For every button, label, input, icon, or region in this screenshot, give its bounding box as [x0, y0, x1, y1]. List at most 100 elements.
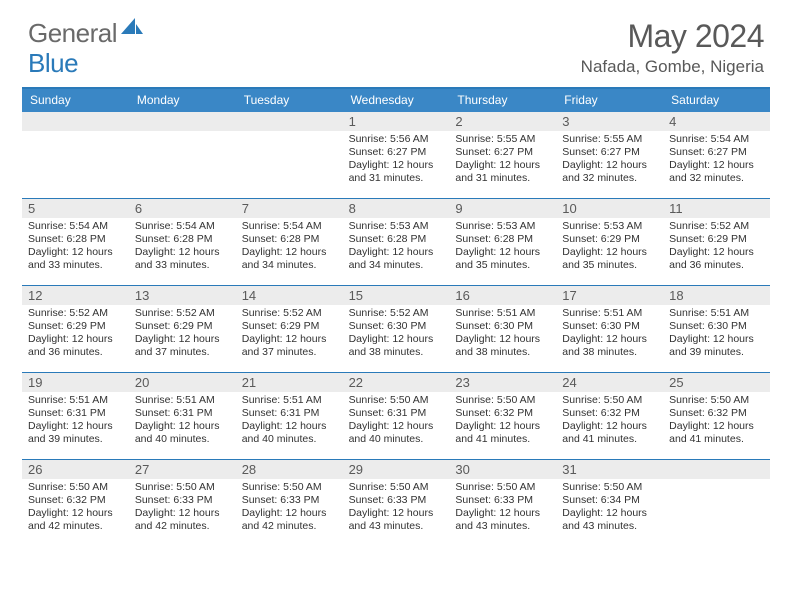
day-number: 24	[556, 373, 663, 392]
day-cell: 17Sunrise: 5:51 AMSunset: 6:30 PMDayligh…	[556, 286, 663, 372]
day-info: Sunrise: 5:51 AMSunset: 6:30 PMDaylight:…	[449, 305, 556, 364]
location-text: Nafada, Gombe, Nigeria	[581, 57, 764, 77]
logo-text-blue: Blue	[28, 48, 78, 78]
day-info: Sunrise: 5:50 AMSunset: 6:33 PMDaylight:…	[343, 479, 450, 538]
day-number	[129, 112, 236, 131]
day-info: Sunrise: 5:52 AMSunset: 6:29 PMDaylight:…	[22, 305, 129, 364]
day-cell: 23Sunrise: 5:50 AMSunset: 6:32 PMDayligh…	[449, 373, 556, 459]
day-number: 27	[129, 460, 236, 479]
day-cell: 12Sunrise: 5:52 AMSunset: 6:29 PMDayligh…	[22, 286, 129, 372]
weekday-sunday: Sunday	[22, 89, 129, 112]
day-cell: 11Sunrise: 5:52 AMSunset: 6:29 PMDayligh…	[663, 199, 770, 285]
day-number: 10	[556, 199, 663, 218]
day-info: Sunrise: 5:50 AMSunset: 6:31 PMDaylight:…	[343, 392, 450, 451]
weekday-header-row: SundayMondayTuesdayWednesdayThursdayFrid…	[22, 89, 770, 112]
day-number: 9	[449, 199, 556, 218]
header: General May 2024 Nafada, Gombe, Nigeria	[0, 0, 792, 83]
day-cell: 16Sunrise: 5:51 AMSunset: 6:30 PMDayligh…	[449, 286, 556, 372]
day-cell	[22, 112, 129, 198]
day-info: Sunrise: 5:53 AMSunset: 6:28 PMDaylight:…	[449, 218, 556, 277]
day-cell: 19Sunrise: 5:51 AMSunset: 6:31 PMDayligh…	[22, 373, 129, 459]
day-cell: 27Sunrise: 5:50 AMSunset: 6:33 PMDayligh…	[129, 460, 236, 546]
day-info: Sunrise: 5:52 AMSunset: 6:29 PMDaylight:…	[663, 218, 770, 277]
logo-blue-wrap: Blue	[28, 48, 78, 79]
day-number: 30	[449, 460, 556, 479]
day-info: Sunrise: 5:51 AMSunset: 6:30 PMDaylight:…	[663, 305, 770, 364]
day-info: Sunrise: 5:50 AMSunset: 6:33 PMDaylight:…	[236, 479, 343, 538]
logo: General	[28, 18, 145, 49]
day-number: 11	[663, 199, 770, 218]
day-info: Sunrise: 5:56 AMSunset: 6:27 PMDaylight:…	[343, 131, 450, 190]
day-number: 16	[449, 286, 556, 305]
day-info: Sunrise: 5:54 AMSunset: 6:28 PMDaylight:…	[236, 218, 343, 277]
day-number: 28	[236, 460, 343, 479]
day-info: Sunrise: 5:52 AMSunset: 6:30 PMDaylight:…	[343, 305, 450, 364]
day-number: 25	[663, 373, 770, 392]
day-number: 4	[663, 112, 770, 131]
day-cell: 26Sunrise: 5:50 AMSunset: 6:32 PMDayligh…	[22, 460, 129, 546]
day-number	[236, 112, 343, 131]
day-number	[22, 112, 129, 131]
month-title: May 2024	[581, 18, 764, 55]
day-cell: 25Sunrise: 5:50 AMSunset: 6:32 PMDayligh…	[663, 373, 770, 459]
day-info: Sunrise: 5:50 AMSunset: 6:32 PMDaylight:…	[663, 392, 770, 451]
day-cell: 8Sunrise: 5:53 AMSunset: 6:28 PMDaylight…	[343, 199, 450, 285]
day-cell	[129, 112, 236, 198]
day-number: 18	[663, 286, 770, 305]
day-cell: 21Sunrise: 5:51 AMSunset: 6:31 PMDayligh…	[236, 373, 343, 459]
week-row: 1Sunrise: 5:56 AMSunset: 6:27 PMDaylight…	[22, 112, 770, 198]
day-info: Sunrise: 5:54 AMSunset: 6:27 PMDaylight:…	[663, 131, 770, 190]
day-cell: 31Sunrise: 5:50 AMSunset: 6:34 PMDayligh…	[556, 460, 663, 546]
day-cell: 29Sunrise: 5:50 AMSunset: 6:33 PMDayligh…	[343, 460, 450, 546]
day-number: 6	[129, 199, 236, 218]
weekday-wednesday: Wednesday	[343, 89, 450, 112]
logo-text-general: General	[28, 18, 117, 49]
day-cell: 20Sunrise: 5:51 AMSunset: 6:31 PMDayligh…	[129, 373, 236, 459]
weekday-tuesday: Tuesday	[236, 89, 343, 112]
day-number: 8	[343, 199, 450, 218]
day-cell: 14Sunrise: 5:52 AMSunset: 6:29 PMDayligh…	[236, 286, 343, 372]
day-cell	[663, 460, 770, 546]
day-number: 29	[343, 460, 450, 479]
day-cell: 4Sunrise: 5:54 AMSunset: 6:27 PMDaylight…	[663, 112, 770, 198]
day-info: Sunrise: 5:55 AMSunset: 6:27 PMDaylight:…	[449, 131, 556, 190]
day-info: Sunrise: 5:50 AMSunset: 6:33 PMDaylight:…	[129, 479, 236, 538]
day-number: 22	[343, 373, 450, 392]
day-cell: 30Sunrise: 5:50 AMSunset: 6:33 PMDayligh…	[449, 460, 556, 546]
day-info: Sunrise: 5:50 AMSunset: 6:32 PMDaylight:…	[22, 479, 129, 538]
day-cell: 1Sunrise: 5:56 AMSunset: 6:27 PMDaylight…	[343, 112, 450, 198]
day-number: 26	[22, 460, 129, 479]
day-number: 31	[556, 460, 663, 479]
day-info: Sunrise: 5:52 AMSunset: 6:29 PMDaylight:…	[236, 305, 343, 364]
title-block: May 2024 Nafada, Gombe, Nigeria	[581, 18, 764, 77]
day-cell: 6Sunrise: 5:54 AMSunset: 6:28 PMDaylight…	[129, 199, 236, 285]
day-number: 1	[343, 112, 450, 131]
weekday-saturday: Saturday	[663, 89, 770, 112]
day-cell: 10Sunrise: 5:53 AMSunset: 6:29 PMDayligh…	[556, 199, 663, 285]
week-row: 5Sunrise: 5:54 AMSunset: 6:28 PMDaylight…	[22, 198, 770, 285]
day-info: Sunrise: 5:53 AMSunset: 6:29 PMDaylight:…	[556, 218, 663, 277]
day-info: Sunrise: 5:54 AMSunset: 6:28 PMDaylight:…	[129, 218, 236, 277]
day-number: 3	[556, 112, 663, 131]
day-info: Sunrise: 5:50 AMSunset: 6:34 PMDaylight:…	[556, 479, 663, 538]
day-info: Sunrise: 5:50 AMSunset: 6:32 PMDaylight:…	[556, 392, 663, 451]
day-number: 5	[22, 199, 129, 218]
day-cell: 28Sunrise: 5:50 AMSunset: 6:33 PMDayligh…	[236, 460, 343, 546]
day-info: Sunrise: 5:55 AMSunset: 6:27 PMDaylight:…	[556, 131, 663, 190]
day-info: Sunrise: 5:52 AMSunset: 6:29 PMDaylight:…	[129, 305, 236, 364]
day-info: Sunrise: 5:51 AMSunset: 6:31 PMDaylight:…	[22, 392, 129, 451]
day-number: 14	[236, 286, 343, 305]
day-cell: 18Sunrise: 5:51 AMSunset: 6:30 PMDayligh…	[663, 286, 770, 372]
day-info: Sunrise: 5:51 AMSunset: 6:30 PMDaylight:…	[556, 305, 663, 364]
weekday-thursday: Thursday	[449, 89, 556, 112]
week-row: 19Sunrise: 5:51 AMSunset: 6:31 PMDayligh…	[22, 372, 770, 459]
day-cell: 22Sunrise: 5:50 AMSunset: 6:31 PMDayligh…	[343, 373, 450, 459]
day-cell: 5Sunrise: 5:54 AMSunset: 6:28 PMDaylight…	[22, 199, 129, 285]
day-number: 20	[129, 373, 236, 392]
day-number: 15	[343, 286, 450, 305]
day-number: 19	[22, 373, 129, 392]
day-cell: 24Sunrise: 5:50 AMSunset: 6:32 PMDayligh…	[556, 373, 663, 459]
day-number: 17	[556, 286, 663, 305]
day-info: Sunrise: 5:50 AMSunset: 6:32 PMDaylight:…	[449, 392, 556, 451]
day-number: 7	[236, 199, 343, 218]
